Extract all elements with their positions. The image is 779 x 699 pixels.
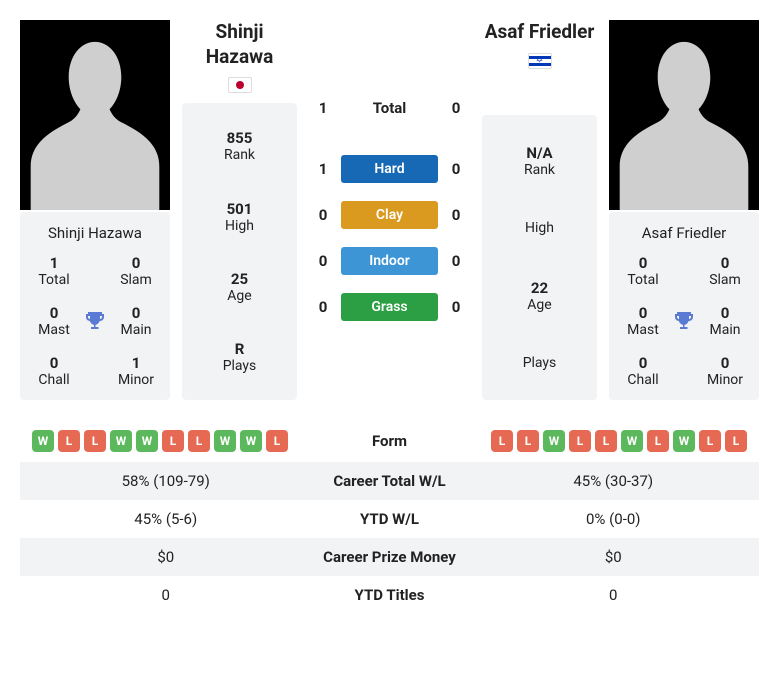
compare-row-ytd_wl: 45% (5-6)YTD W/L0% (0-0) [20,500,759,538]
form-badge: L [162,430,184,452]
surface-pill-clay: Clay [341,201,438,229]
form-badge: L [647,430,669,452]
form-badge: L [58,430,80,452]
player2-prize: $0 [480,548,748,566]
h2h-p2-value: 0 [446,252,466,270]
player1-avatar [20,20,170,210]
h2h-p1-value: 1 [313,160,333,178]
player1-name: Shinji Hazawa [28,224,162,242]
player2-ytd_titles: 0 [480,586,748,604]
compare-row-ytd_titles: 0YTD Titles0 [20,576,759,614]
player2-titles-card: Asaf Friedler 0Total 0Slam 0Mast 0Main 0… [609,212,759,400]
compare-row-form: WLLWWLLWWLFormLLWLLWLWLL [20,420,759,462]
trophy-icon [83,309,107,333]
form-badge: W [543,430,565,452]
form-badge: W [621,430,643,452]
flag-israel-icon: ✡ [528,53,552,69]
form-badge: W [240,430,262,452]
player2-column: Asaf Friedler 0Total 0Slam 0Mast 0Main 0… [609,20,759,400]
h2h-surface-row: 0 Grass 0 [313,293,466,321]
player1-ytd_wl: 45% (5-6) [32,510,300,528]
h2h-p2-value: 0 [446,298,466,316]
player1-name-block: Shinji Hazawa [182,20,297,93]
player2-titles-grid: 0Total 0Slam 0Mast 0Main 0Chall 0Minor [617,254,751,388]
compare-row-prize: $0Career Prize Money$0 [20,538,759,576]
player2-form: LLWLLWLWLL [480,430,748,452]
player1-column: Shinji Hazawa 1Total 0Slam 0Mast 0Main 0… [20,20,170,400]
form-badge: L [84,430,106,452]
h2h-p2-value: 0 [446,206,466,224]
h2h-column: 1 Total 0 1 Hard 0 0 Clay 0 0 Indoor 0 0 Grass 0 [309,20,470,400]
player1-career_wl: 58% (109-79) [32,472,300,490]
form-badge: L [266,430,288,452]
form-badge: L [517,430,539,452]
top-section: Shinji Hazawa 1Total 0Slam 0Mast 0Main 0… [20,20,759,400]
player1-prize: $0 [32,548,300,566]
form-badge: W [136,430,158,452]
h2h-surface-row: 0 Clay 0 [313,201,466,229]
compare-label: Form [300,432,480,450]
flag-japan-icon [228,77,252,93]
player1-ytd_titles: 0 [32,586,300,604]
form-badge: L [725,430,747,452]
player2-ytd_wl: 0% (0-0) [480,510,748,528]
compare-label: YTD Titles [300,586,480,604]
avatar-silhouette-icon [20,20,170,210]
player2-stats-column: Asaf Friedler ✡ N/ARank High 22Age Plays [482,20,597,400]
form-badge: W [32,430,54,452]
player1-titles-card: Shinji Hazawa 1Total 0Slam 0Mast 0Main 0… [20,212,170,400]
compare-label: Career Total W/L [300,472,480,490]
avatar-silhouette-icon [609,20,759,210]
form-badge: W [214,430,236,452]
player1-titles-grid: 1Total 0Slam 0Mast 0Main 0Chall 1Minor [28,254,162,388]
h2h-surface-row: 1 Hard 0 [313,155,466,183]
player2-avatar [609,20,759,210]
h2h-p1-value: 0 [313,252,333,270]
surface-pill-grass: Grass [341,293,438,321]
comparison-table: WLLWWLLWWLFormLLWLLWLWLL58% (109-79)Care… [20,420,759,614]
player2-name-block: Asaf Friedler ✡ [482,20,597,69]
player2-name: Asaf Friedler [617,224,751,242]
player1-stats-column: Shinji Hazawa 855Rank 501High 25Age RPla… [182,20,297,400]
player1-form: WLLWWLLWWL [32,430,300,452]
form-badge: L [699,430,721,452]
h2h-surface-row: 0 Indoor 0 [313,247,466,275]
player1-stat-boxes: 855Rank 501High 25Age RPlays [182,103,297,400]
compare-label: Career Prize Money [300,548,480,566]
player2-career_wl: 45% (30-37) [480,472,748,490]
trophy-icon [672,309,696,333]
form-badge: L [188,430,210,452]
surface-pill-indoor: Indoor [341,247,438,275]
player2-stat-boxes: N/ARank High 22Age Plays [482,115,597,400]
form-badge: L [491,430,513,452]
form-badge: W [110,430,132,452]
h2h-p2-value: 0 [446,160,466,178]
h2h-p1-value: 0 [313,206,333,224]
form-badge: L [595,430,617,452]
form-badge: W [673,430,695,452]
h2h-p1-value: 0 [313,298,333,316]
surface-pill-hard: Hard [341,155,438,183]
compare-label: YTD W/L [300,510,480,528]
compare-row-career_wl: 58% (109-79)Career Total W/L45% (30-37) [20,462,759,500]
form-badge: L [569,430,591,452]
h2h-total-row: 1 Total 0 [313,99,466,117]
